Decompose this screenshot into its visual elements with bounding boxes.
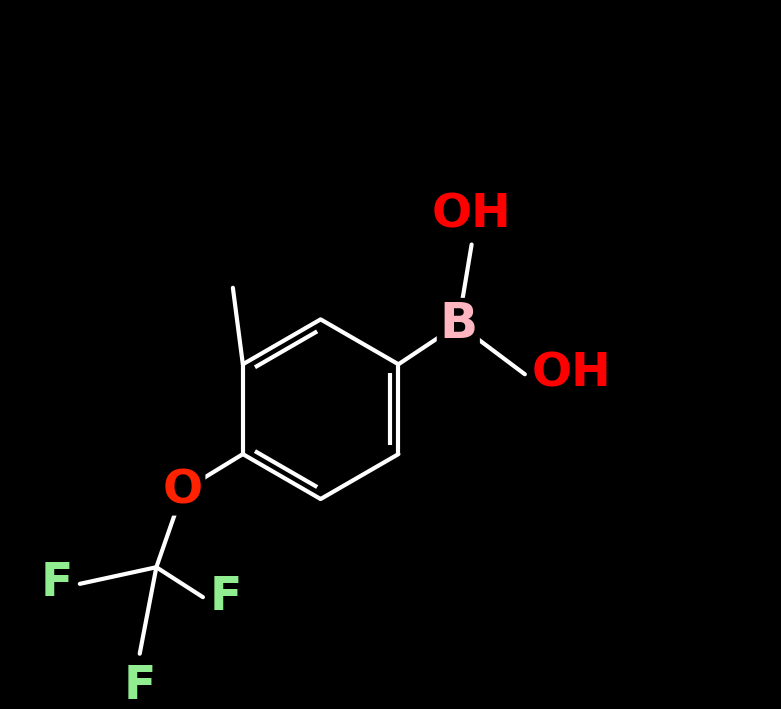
Text: O: O <box>163 468 203 513</box>
Text: B: B <box>439 301 477 348</box>
Text: F: F <box>123 664 156 709</box>
Text: F: F <box>41 562 73 606</box>
Text: OH: OH <box>532 352 612 397</box>
Text: F: F <box>209 575 242 620</box>
Text: OH: OH <box>432 193 512 238</box>
